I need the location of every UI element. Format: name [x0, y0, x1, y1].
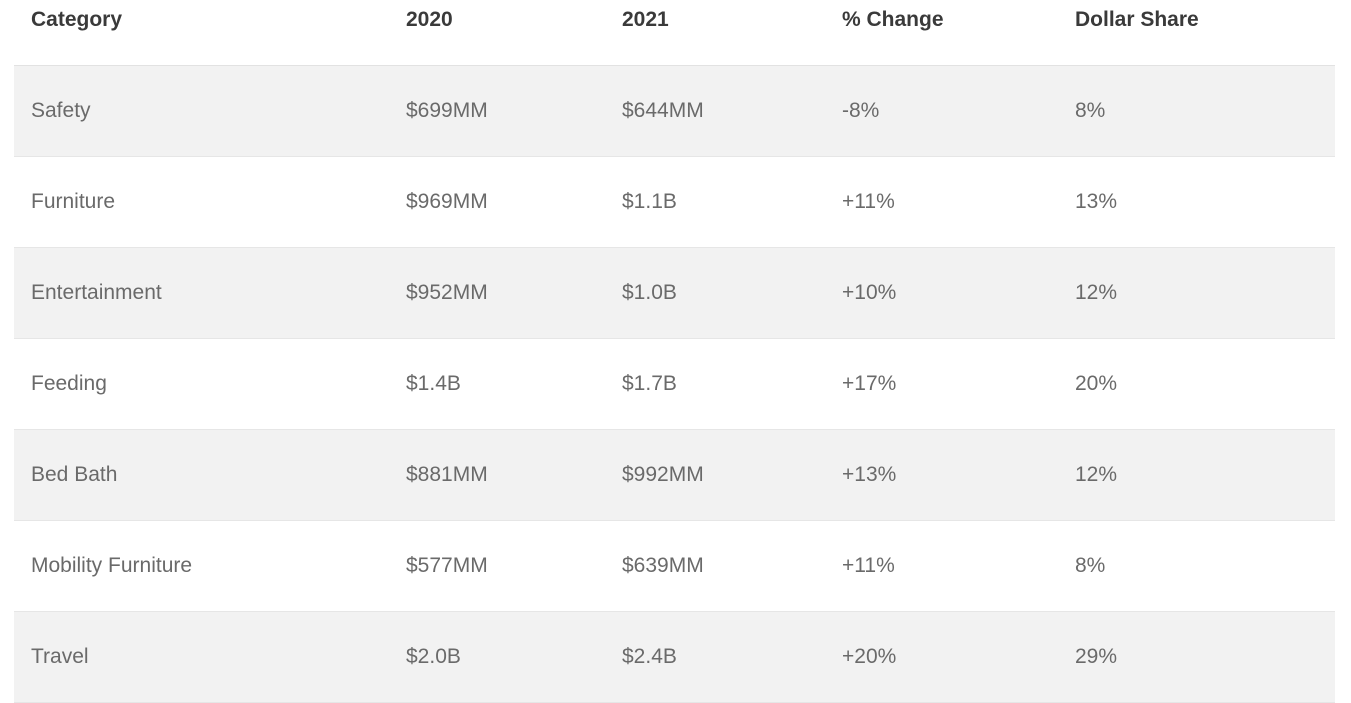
header-category: Category: [31, 8, 123, 31]
cell-category: Entertainment: [31, 281, 162, 304]
cell-dollar-share: 12%: [1075, 281, 1118, 304]
cell-percent-change: -8%: [842, 99, 880, 122]
cell-dollar-share: 8%: [1075, 554, 1106, 577]
cell-2021: $992MM: [622, 463, 704, 486]
table-header-row: Category 2020 2021 % Change Dollar Share: [14, 0, 1335, 66]
header-dollar-share: Dollar Share: [1075, 8, 1199, 31]
cell-category: Furniture: [31, 190, 116, 213]
table-row: Bed Bath $881MM $992MM +13% 12%: [14, 430, 1335, 521]
data-table: Category 2020 2021 % Change Dollar Share…: [14, 0, 1335, 703]
cell-2021: $644MM: [622, 99, 704, 122]
cell-category: Mobility Furniture: [31, 554, 193, 577]
cell-percent-change: +17%: [842, 372, 897, 395]
cell-2021: $2.4B: [622, 645, 677, 668]
cell-category: Bed Bath: [31, 463, 118, 486]
header-2021: 2021: [622, 8, 669, 31]
cell-dollar-share: 20%: [1075, 372, 1118, 395]
cell-dollar-share: 13%: [1075, 190, 1118, 213]
header-2020: 2020: [406, 8, 453, 31]
table-row: Travel $2.0B $2.4B +20% 29%: [14, 612, 1335, 703]
cell-2020: $952MM: [406, 281, 488, 304]
cell-dollar-share: 12%: [1075, 463, 1118, 486]
cell-2020: $2.0B: [406, 645, 461, 668]
cell-percent-change: +13%: [842, 463, 897, 486]
table-row: Safety $699MM $644MM -8% 8%: [14, 66, 1335, 157]
cell-2020: $577MM: [406, 554, 488, 577]
cell-2020: $1.4B: [406, 372, 461, 395]
cell-category: Travel: [31, 645, 89, 668]
cell-dollar-share: 29%: [1075, 645, 1118, 668]
cell-category: Feeding: [31, 372, 107, 395]
cell-percent-change: +11%: [842, 554, 895, 577]
table-row: Entertainment $952MM $1.0B +10% 12%: [14, 248, 1335, 339]
table-row: Furniture $969MM $1.1B +11% 13%: [14, 157, 1335, 248]
cell-percent-change: +11%: [842, 190, 895, 213]
cell-2021: $639MM: [622, 554, 704, 577]
cell-2020: $881MM: [406, 463, 488, 486]
cell-category: Safety: [31, 99, 91, 122]
cell-percent-change: +20%: [842, 645, 897, 668]
cell-2020: $699MM: [406, 99, 488, 122]
table-row: Mobility Furniture $577MM $639MM +11% 8%: [14, 521, 1335, 612]
table-row: Feeding $1.4B $1.7B +17% 20%: [14, 339, 1335, 430]
cell-percent-change: +10%: [842, 281, 897, 304]
cell-2021: $1.0B: [622, 281, 677, 304]
header-percent-change: % Change: [842, 8, 944, 31]
cell-2021: $1.1B: [622, 190, 677, 213]
cell-2020: $969MM: [406, 190, 488, 213]
cell-2021: $1.7B: [622, 372, 677, 395]
cell-dollar-share: 8%: [1075, 99, 1106, 122]
